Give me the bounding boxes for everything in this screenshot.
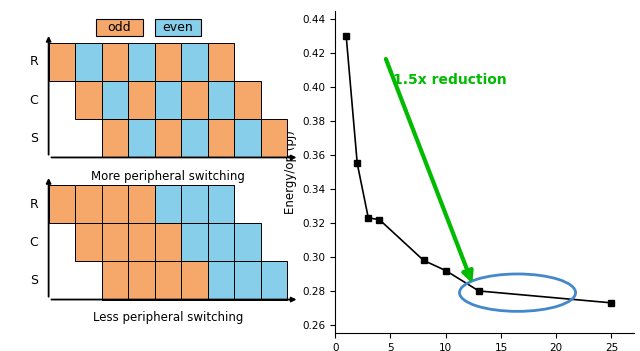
- Bar: [155, 119, 181, 158]
- Text: S: S: [29, 274, 38, 287]
- Text: even: even: [163, 21, 193, 34]
- Text: S: S: [29, 132, 38, 145]
- Bar: [75, 223, 102, 261]
- Bar: [49, 43, 75, 81]
- Text: R: R: [29, 198, 38, 211]
- Bar: [208, 81, 234, 119]
- Bar: [155, 43, 181, 81]
- Bar: [208, 223, 234, 261]
- Bar: [155, 19, 201, 37]
- Bar: [97, 19, 143, 37]
- Bar: [102, 223, 128, 261]
- Bar: [181, 119, 208, 158]
- Bar: [102, 119, 128, 158]
- Bar: [208, 43, 234, 81]
- Bar: [102, 81, 128, 119]
- Bar: [181, 185, 208, 223]
- Bar: [155, 81, 181, 119]
- Bar: [261, 261, 287, 299]
- Bar: [102, 185, 128, 223]
- Bar: [49, 185, 75, 223]
- Text: C: C: [29, 94, 38, 107]
- Text: More peripheral switching: More peripheral switching: [91, 170, 245, 183]
- Bar: [234, 261, 261, 299]
- Bar: [208, 119, 234, 158]
- Bar: [128, 43, 155, 81]
- Bar: [75, 43, 102, 81]
- Bar: [234, 81, 261, 119]
- Bar: [75, 185, 102, 223]
- Bar: [128, 261, 155, 299]
- Bar: [181, 81, 208, 119]
- Bar: [102, 43, 128, 81]
- Bar: [75, 81, 102, 119]
- Bar: [155, 185, 181, 223]
- Bar: [181, 261, 208, 299]
- Bar: [234, 223, 261, 261]
- Bar: [181, 223, 208, 261]
- Bar: [128, 223, 155, 261]
- Bar: [234, 119, 261, 158]
- Bar: [128, 185, 155, 223]
- Bar: [155, 261, 181, 299]
- Y-axis label: Energy/op (pJ): Energy/op (pJ): [284, 130, 297, 214]
- Bar: [155, 223, 181, 261]
- Bar: [208, 261, 234, 299]
- Text: C: C: [29, 236, 38, 249]
- Text: odd: odd: [108, 21, 131, 34]
- Bar: [128, 81, 155, 119]
- Bar: [181, 43, 208, 81]
- Bar: [261, 119, 287, 158]
- Bar: [102, 261, 128, 299]
- Bar: [128, 119, 155, 158]
- Text: R: R: [29, 55, 38, 68]
- Bar: [208, 185, 234, 223]
- Text: 1.5x reduction: 1.5x reduction: [392, 73, 506, 87]
- Text: Less peripheral switching: Less peripheral switching: [93, 311, 243, 324]
